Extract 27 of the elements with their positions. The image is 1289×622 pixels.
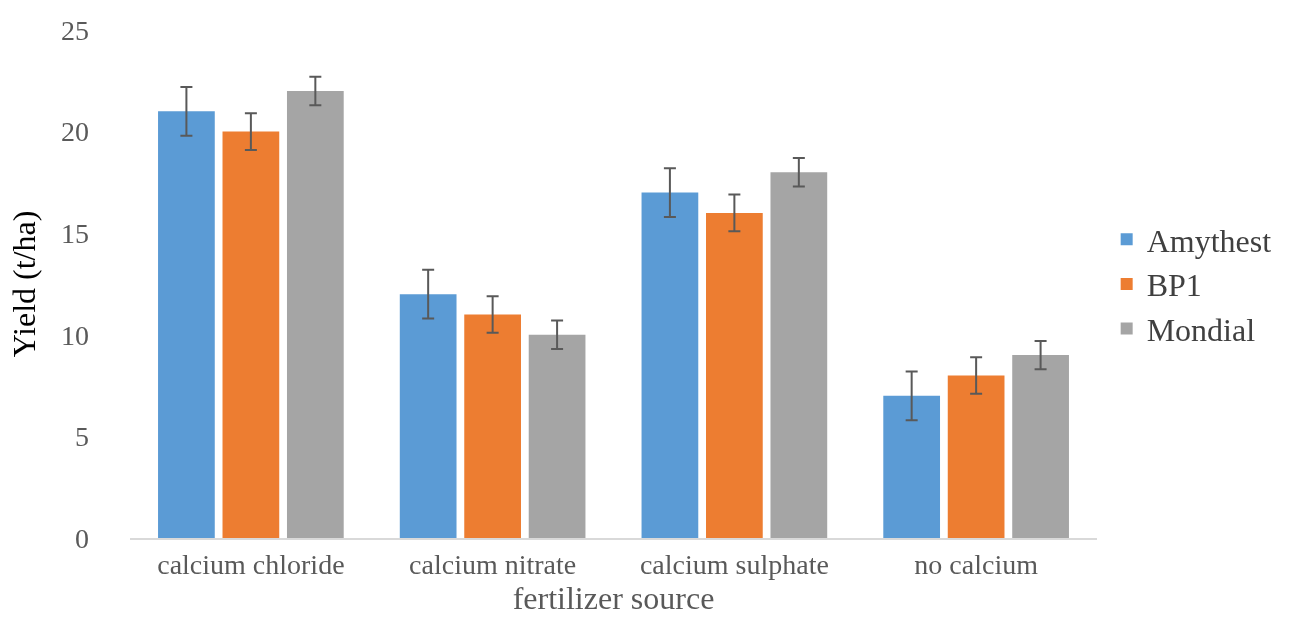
x-tick-label: calcium chloride <box>157 548 345 580</box>
x-tick-label: calcium sulphate <box>639 548 829 580</box>
legend-label: BP1 <box>1146 267 1202 304</box>
bar <box>222 131 280 538</box>
bar <box>528 334 586 538</box>
legend-label: Amythest <box>1146 222 1272 259</box>
bar <box>883 395 941 538</box>
bar <box>706 212 763 538</box>
bar <box>464 314 521 538</box>
bar <box>641 192 699 538</box>
y-tick-label: 0 <box>75 522 89 554</box>
y-axis-title: Yield (t/ha) <box>6 210 43 358</box>
bar <box>1012 355 1069 538</box>
bar <box>286 90 344 538</box>
bar <box>158 111 215 538</box>
x-axis-title: fertilizer source <box>512 580 715 616</box>
legend-label: Mondial <box>1146 311 1256 348</box>
bar <box>770 172 828 538</box>
y-tick-label: 5 <box>75 421 89 453</box>
y-tick-label: 10 <box>61 319 89 351</box>
x-tick-label: calcium nitrate <box>409 548 577 580</box>
bar <box>399 294 457 538</box>
y-tick-label: 15 <box>61 218 89 249</box>
y-tick-label: 25 <box>61 14 89 46</box>
bar <box>947 375 1005 538</box>
y-tick-label: 20 <box>61 116 89 148</box>
x-tick-label: no calcium <box>914 548 1039 580</box>
